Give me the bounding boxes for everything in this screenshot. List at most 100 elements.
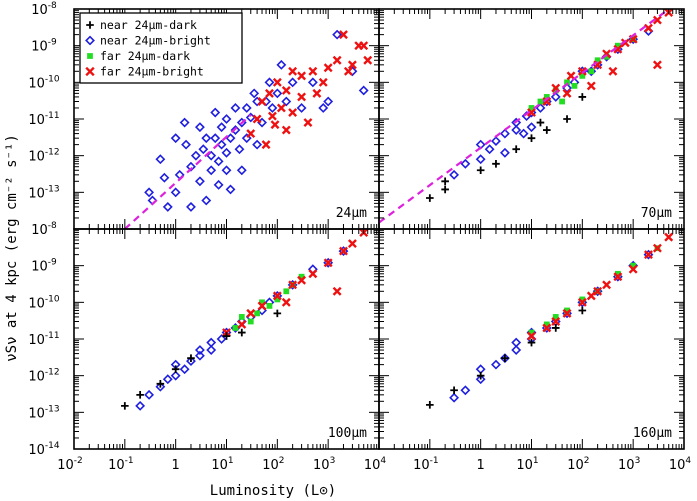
data-point <box>281 297 291 307</box>
data-point <box>613 44 623 54</box>
data-point <box>460 385 471 396</box>
data-point <box>232 325 239 331</box>
y-tick-label: 10-8 <box>31 221 57 238</box>
data-point <box>190 150 201 161</box>
data-point <box>252 114 262 124</box>
data-point <box>221 147 232 158</box>
data-point <box>252 139 263 150</box>
data-point <box>476 371 485 380</box>
x-tick-label: 103 <box>313 456 335 473</box>
data-point <box>213 156 224 167</box>
y-tick-label: 10-9 <box>31 258 57 275</box>
x-tick-label: 10-2 <box>57 456 83 473</box>
data-point <box>194 345 205 355</box>
data-point <box>267 103 278 113</box>
data-point <box>602 280 612 290</box>
data-point <box>449 392 460 403</box>
data-point <box>527 108 536 117</box>
data-point <box>562 88 572 98</box>
data-point <box>551 317 561 326</box>
data-point <box>528 329 535 336</box>
data-point <box>491 136 501 147</box>
data-point <box>358 85 369 96</box>
data-point <box>206 337 217 348</box>
data-point <box>307 77 318 88</box>
data-point <box>254 310 260 317</box>
data-point <box>179 364 190 375</box>
data-point <box>288 108 298 117</box>
data-point <box>527 338 536 347</box>
data-point <box>257 97 267 106</box>
y-tick-label: 10-9 <box>31 38 57 55</box>
data-point <box>603 53 610 60</box>
data-point <box>171 365 180 374</box>
data-point <box>187 354 195 362</box>
data-point <box>363 55 373 65</box>
data-point <box>499 147 510 158</box>
data-point <box>347 60 357 70</box>
legend-marker <box>87 53 93 59</box>
data-point <box>550 91 561 102</box>
data-point <box>230 103 241 113</box>
data-point <box>264 77 275 88</box>
y-tick-label: 10-11 <box>28 111 59 128</box>
y-tick-label: 10-10 <box>28 294 60 311</box>
series-far-24μm-bright <box>527 9 674 117</box>
data-point <box>450 386 458 395</box>
data-point <box>159 172 170 183</box>
data-point <box>511 337 522 348</box>
data-point <box>559 98 565 105</box>
series-near-24μm-dark <box>426 93 587 202</box>
data-point <box>579 72 586 79</box>
y-tick-label: 10-13 <box>28 404 59 421</box>
x-tick-label: 10-1 <box>413 456 439 473</box>
data-point <box>246 129 256 139</box>
panel-4: 160μm <box>378 228 685 450</box>
x-tick-label: 102 <box>262 456 284 473</box>
x-tick-label: 103 <box>618 456 640 473</box>
data-point <box>170 187 181 198</box>
data-point <box>210 133 221 144</box>
data-point <box>511 125 522 135</box>
legend-label: far 24μm-bright <box>100 65 204 79</box>
band-label: 70μm <box>641 206 672 221</box>
data-point <box>297 275 307 285</box>
data-point <box>426 194 434 202</box>
data-point <box>518 128 529 139</box>
data-point <box>578 306 587 315</box>
data-point <box>155 154 166 165</box>
x-tick-label: 10-1 <box>108 456 134 473</box>
data-point <box>265 88 274 98</box>
data-point <box>318 103 329 113</box>
data-point <box>276 59 287 70</box>
y-tick-label: 10-13 <box>28 184 59 201</box>
data-point <box>206 345 217 355</box>
data-point <box>426 401 434 409</box>
x-tick-label: 104 <box>364 456 387 473</box>
data-point <box>274 296 281 303</box>
data-point <box>225 184 236 195</box>
data-point <box>170 370 181 381</box>
data-point <box>323 258 333 268</box>
data-point <box>241 133 252 144</box>
data-point <box>272 77 282 87</box>
data-point <box>181 139 191 150</box>
data-point <box>543 94 550 100</box>
data-point <box>628 264 638 274</box>
data-point <box>246 308 256 318</box>
data-point <box>460 158 471 169</box>
data-point <box>594 57 601 64</box>
data-point <box>272 291 282 301</box>
x-tick-labels: 10-2 10-1 1 101 102 103 104 10-1 1 101 102 103 104 <box>57 456 691 473</box>
data-point <box>620 38 630 48</box>
x-tick-label: 101 <box>516 456 538 473</box>
data-point <box>276 103 286 113</box>
series-near-24μm-dark <box>121 309 282 410</box>
band-label: 100μm <box>328 426 367 441</box>
data-point <box>441 185 449 194</box>
data-point <box>155 381 166 392</box>
data-point <box>543 126 551 134</box>
data-point <box>297 71 307 81</box>
